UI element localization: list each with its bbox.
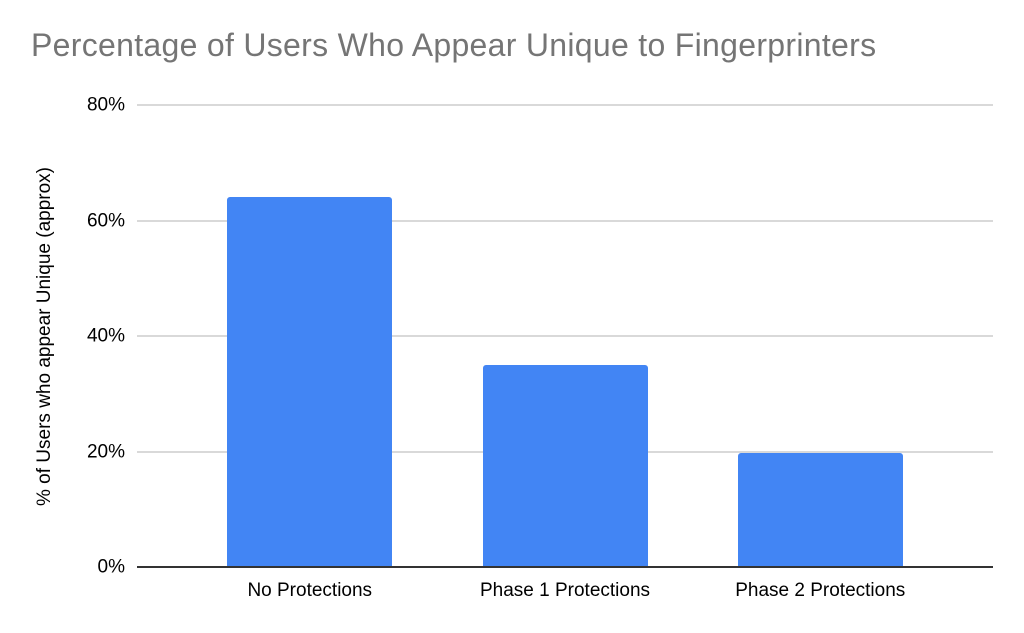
bar-no-protections (227, 197, 393, 567)
y-tick-label: 60% (86, 210, 125, 231)
y-tick-label: 0% (97, 556, 125, 578)
bar-phase-1-protections (482, 364, 648, 567)
chart-title: Percentage of Users Who Appear Unique to… (31, 27, 877, 63)
y-tick-label: 20% (86, 441, 125, 462)
x-category-label: Phase 2 Protections (735, 580, 906, 601)
y-tick-label: 40% (86, 325, 125, 347)
bar-phase-2-protections (737, 452, 903, 567)
plot-area: 0% 20% 40% 60% 80% No Protections Phase 1 Prot… (87, 96, 993, 600)
gridline-60 (137, 219, 993, 222)
y-tick-label: 80% (86, 94, 125, 116)
gridline-40 (137, 335, 993, 337)
gridline-80 (137, 104, 993, 106)
x-category-label: Phase 1 Protections (479, 580, 651, 601)
x-axis-line (137, 566, 993, 568)
x-category-label: No Protections (247, 580, 373, 601)
